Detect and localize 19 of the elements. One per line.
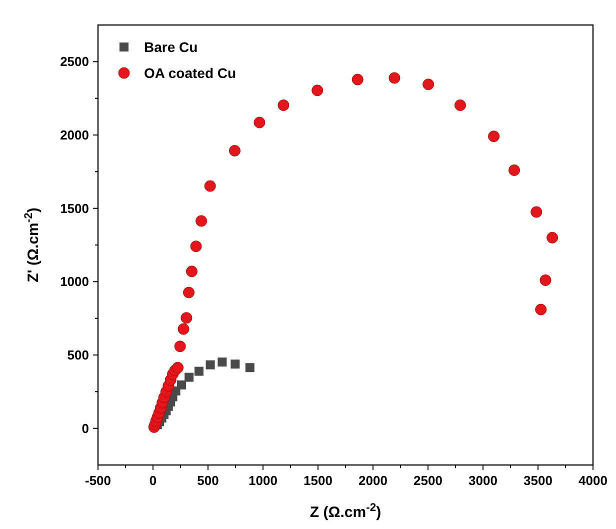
x-axis-title: Z (Ω.cm$^{-2}$) xyxy=(310,502,382,521)
x-tick-label: 1000 xyxy=(248,473,278,488)
x-tick-label: 500 xyxy=(197,473,219,488)
y-tick-label: 2500 xyxy=(60,54,89,70)
x-tick-label: 0 xyxy=(149,473,157,488)
x-tick-label: 3000 xyxy=(468,473,498,488)
x-tick-label: 2500 xyxy=(414,473,442,488)
y-tick-label: 1500 xyxy=(60,200,89,216)
x-tick-label: 2000 xyxy=(358,473,388,488)
x-tick-label: 1500 xyxy=(304,473,332,488)
y-tick-label: 2000 xyxy=(60,128,89,142)
y-tick-label: 0 xyxy=(82,420,89,436)
y-tick-label: 1000 xyxy=(60,274,89,290)
legend-label: OA coated Cu xyxy=(144,65,236,81)
x-tick-label: 3500 xyxy=(524,473,552,488)
y-tick-label: 500 xyxy=(67,348,89,362)
x-tick-label: -500 xyxy=(84,473,112,488)
x-tick-label: 4000 xyxy=(578,473,608,488)
legend-label: Bare Cu xyxy=(144,39,198,55)
